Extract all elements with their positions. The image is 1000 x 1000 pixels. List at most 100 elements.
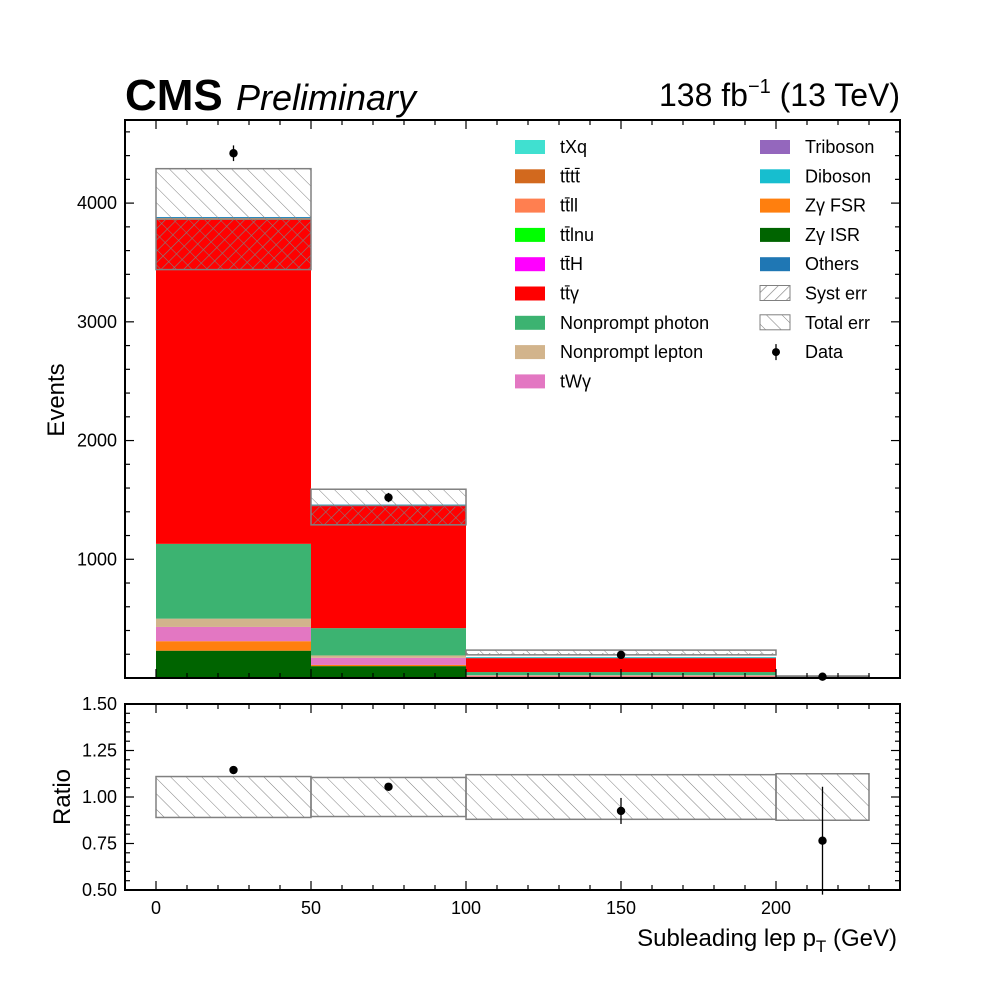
legend-label: tt̄lnu [560, 225, 594, 245]
legend-item-txq: tXq [515, 137, 587, 157]
legend-label: Syst err [805, 284, 867, 304]
lumi-label: 138 fb−1 (13 TeV) [659, 76, 900, 113]
ratio-point [818, 836, 827, 845]
y-tick-label: 2000 [77, 431, 117, 451]
legend-item-others: Others [760, 254, 859, 274]
legend-label: Total err [805, 313, 870, 333]
ratio-points [229, 765, 827, 895]
data-point [229, 149, 238, 158]
bar-ttgamma-bin-3 [466, 657, 776, 673]
legend-item-nonprompt-photon: Nonprompt photon [515, 313, 709, 333]
bar-ttgamma-bin-1 [156, 219, 311, 544]
legend-item-twgamma: tWγ [515, 371, 591, 391]
legend-label: Zγ FSR [805, 196, 866, 216]
legend-label: tXq [560, 137, 587, 157]
legend-item-diboson: Diboson [760, 166, 871, 186]
data-point [384, 493, 393, 502]
ratio-y-tick-label: 1.00 [82, 787, 117, 807]
legend-label: Triboson [805, 137, 874, 157]
x-tick-label: 100 [451, 898, 481, 918]
experiment-label: CMS [125, 71, 223, 120]
y-axis-label: Events [43, 363, 70, 436]
legend-swatch [515, 257, 545, 272]
legend-swatch [760, 169, 790, 184]
ratio-y-tick-label: 1.50 [82, 694, 117, 714]
ratio-y-tick-label: 1.25 [82, 741, 117, 761]
bar-zgamma-isr-bin-2 [311, 666, 466, 678]
ratio-axes: 0.50 0.75 1.00 1.25 1.50 0 50 100 150 200 [82, 694, 901, 918]
ratio-uncertainty-band [155, 773, 870, 821]
legend-label: tWγ [560, 371, 591, 391]
legend-item-ttgamma: tt̄γ [515, 284, 579, 304]
legend-item-data: Data [772, 342, 844, 362]
y-tick-label: 1000 [77, 549, 117, 569]
legend-label: Nonprompt photon [560, 313, 709, 333]
status-label: Preliminary [236, 77, 418, 118]
legend-item-tth: tt̄H [515, 254, 583, 274]
legend-item-ttll: tt̄ll [515, 196, 578, 216]
main-axes: 1000 2000 3000 4000 [77, 119, 901, 679]
ratio-band-bin-1 [155, 775, 312, 819]
x-axis-label: Subleading lep pT (GeV) [637, 925, 897, 956]
x-tick-label: 200 [761, 898, 791, 918]
main-frame [124, 119, 901, 679]
legend-swatch [759, 285, 791, 301]
legend-item-syst-err: Syst err [759, 284, 867, 304]
ratio-point [384, 782, 393, 791]
legend: tXq tt̄tt̄ tt̄ll tt̄lnu tt̄H tt̄γ Nonprompt ph… [515, 137, 874, 391]
bar-zgamma-fsr-bin-2 [311, 664, 466, 667]
legend-label: tt̄γ [560, 284, 579, 304]
data-point [818, 672, 827, 681]
legend-label: Diboson [805, 166, 871, 186]
ratio-point [229, 765, 238, 775]
legend-swatch [760, 140, 790, 154]
legend-label: tt̄ll [560, 196, 578, 216]
legend-swatch [515, 345, 545, 360]
legend-label: tt̄tt̄ [560, 166, 580, 186]
legend-item-nonprompt-lepton: Nonprompt lepton [515, 342, 703, 362]
ratio-panel: 0.50 0.75 1.00 1.25 1.50 0 50 100 150 200 Ratio S… [49, 694, 901, 956]
syst-err-band-bin-1 [156, 219, 311, 270]
bar-twgamma-bin-1 [156, 626, 311, 642]
main-panel: 1000 2000 3000 4000 Events tXq tt̄tt̄ tt̄ll tt… [43, 119, 901, 681]
legend-swatch [515, 140, 545, 154]
legend-swatch [515, 198, 545, 213]
legend-swatch [759, 314, 791, 331]
bar-zgamma-isr-bin-1 [156, 650, 311, 678]
bar-zgamma-fsr-bin-1 [156, 641, 311, 651]
syst-err-band-bin-2 [311, 507, 466, 525]
legend-item-triboson: Triboson [760, 137, 874, 157]
legend-swatch [760, 257, 790, 272]
bar-ttgamma-bin-2 [311, 505, 466, 629]
ratio-y-tick-label: 0.50 [82, 880, 117, 900]
legend-swatch [515, 169, 545, 184]
legend-swatch [515, 227, 545, 242]
y-tick-label: 3000 [77, 312, 117, 332]
x-tick-label: 0 [151, 898, 161, 918]
legend-swatch [760, 198, 790, 213]
legend-item-zgamma-fsr: Zγ FSR [760, 196, 866, 216]
bar-twgamma-bin-2 [311, 657, 466, 665]
legend-swatch [760, 227, 790, 242]
bar-nonprompt-photon-bin-2 [311, 628, 466, 656]
bar-nonprompt-lepton-bin-2 [311, 655, 466, 658]
legend-label: Data [805, 342, 844, 362]
legend-item-ttlnu: tt̄lnu [515, 225, 594, 245]
data-point [616, 650, 626, 660]
legend-label: Nonprompt lepton [560, 342, 703, 362]
legend-label: Zγ ISR [805, 225, 860, 245]
x-tick-label: 50 [301, 898, 321, 918]
ratio-y-tick-label: 0.75 [82, 834, 117, 854]
legend-label: Others [805, 254, 859, 274]
legend-swatch [515, 374, 545, 389]
x-tick-label: 150 [606, 898, 636, 918]
ratio-point [616, 806, 626, 816]
legend-item-total-err: Total err [759, 313, 870, 333]
legend-item-zgamma-isr: Zγ ISR [760, 225, 860, 245]
bar-nonprompt-lepton-bin-1 [156, 618, 311, 627]
legend-label: tt̄H [560, 254, 583, 274]
legend-item-tttt: tt̄tt̄ [515, 166, 580, 186]
legend-swatch [515, 286, 545, 301]
legend-data-marker [772, 348, 780, 357]
